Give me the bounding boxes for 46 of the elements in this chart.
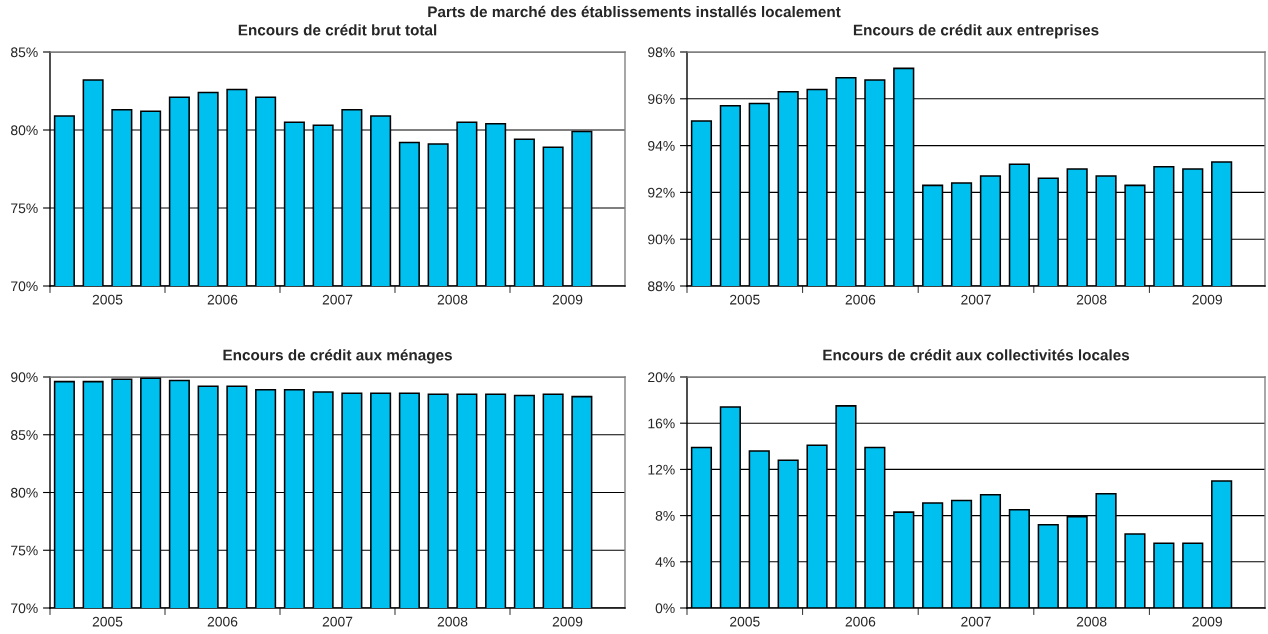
x-tick-label: 2005 bbox=[92, 616, 123, 627]
y-tick-label: 70% bbox=[11, 281, 38, 292]
chart-title: Encours de crédit aux ménages bbox=[223, 349, 452, 364]
x-tick-label: 2009 bbox=[552, 616, 583, 627]
x-tick-label: 2008 bbox=[1076, 294, 1107, 305]
y-tick-label: 94% bbox=[648, 140, 675, 151]
y-tick-label: 70% bbox=[11, 603, 38, 614]
x-tick-label: 2007 bbox=[961, 616, 991, 627]
y-tick-label: 92% bbox=[648, 187, 675, 198]
x-tick-label: 2006 bbox=[207, 294, 238, 305]
y-tick-label: 75% bbox=[11, 545, 38, 556]
x-tick-label: 2008 bbox=[437, 616, 468, 627]
x-tick-label: 2009 bbox=[552, 294, 583, 305]
x-tick-label: 2005 bbox=[730, 616, 760, 627]
y-tick-label: 8% bbox=[655, 510, 675, 521]
y-tick-label: 20% bbox=[648, 372, 675, 383]
y-tick-label: 12% bbox=[648, 464, 675, 475]
y-tick-label: 85% bbox=[11, 47, 38, 58]
chart-title: Encours de crédit aux collectivités locales bbox=[823, 349, 1130, 361]
x-tick-label: 2009 bbox=[1192, 294, 1222, 305]
y-tick-label: 90% bbox=[11, 372, 38, 383]
chart-title: Encours de crédit brut total bbox=[238, 24, 437, 36]
y-tick-label: 75% bbox=[11, 203, 38, 214]
y-tick-label: 80% bbox=[11, 487, 38, 498]
x-tick-label: 2008 bbox=[1076, 616, 1107, 627]
x-tick-label: 2006 bbox=[845, 294, 876, 305]
x-tick-label: 2009 bbox=[1192, 616, 1222, 627]
chart-title: Encours de crédit aux entreprises bbox=[853, 24, 1099, 39]
x-tick-label: 2005 bbox=[92, 294, 123, 305]
x-tick-label: 2007 bbox=[322, 616, 353, 627]
x-tick-label: 2008 bbox=[437, 294, 468, 305]
y-tick-label: 80% bbox=[11, 125, 38, 136]
x-tick-label: 2006 bbox=[845, 616, 876, 627]
y-tick-label: 88% bbox=[648, 281, 675, 292]
y-tick-label: 98% bbox=[648, 47, 675, 58]
y-tick-label: 90% bbox=[648, 234, 675, 245]
text: Parts de marché des établissements installés localement bbox=[428, 5, 841, 18]
x-tick-label: 2005 bbox=[730, 294, 760, 305]
y-tick-label: 16% bbox=[648, 418, 675, 429]
y-tick-label: 85% bbox=[11, 430, 38, 440]
y-tick-label: 96% bbox=[648, 94, 675, 104]
x-tick-label: 2006 bbox=[207, 616, 238, 627]
x-tick-label: 2007 bbox=[961, 294, 991, 305]
x-tick-label: 2007 bbox=[322, 294, 353, 305]
y-tick-label: 0% bbox=[655, 603, 675, 614]
y-tick-label: 4% bbox=[655, 557, 675, 567]
